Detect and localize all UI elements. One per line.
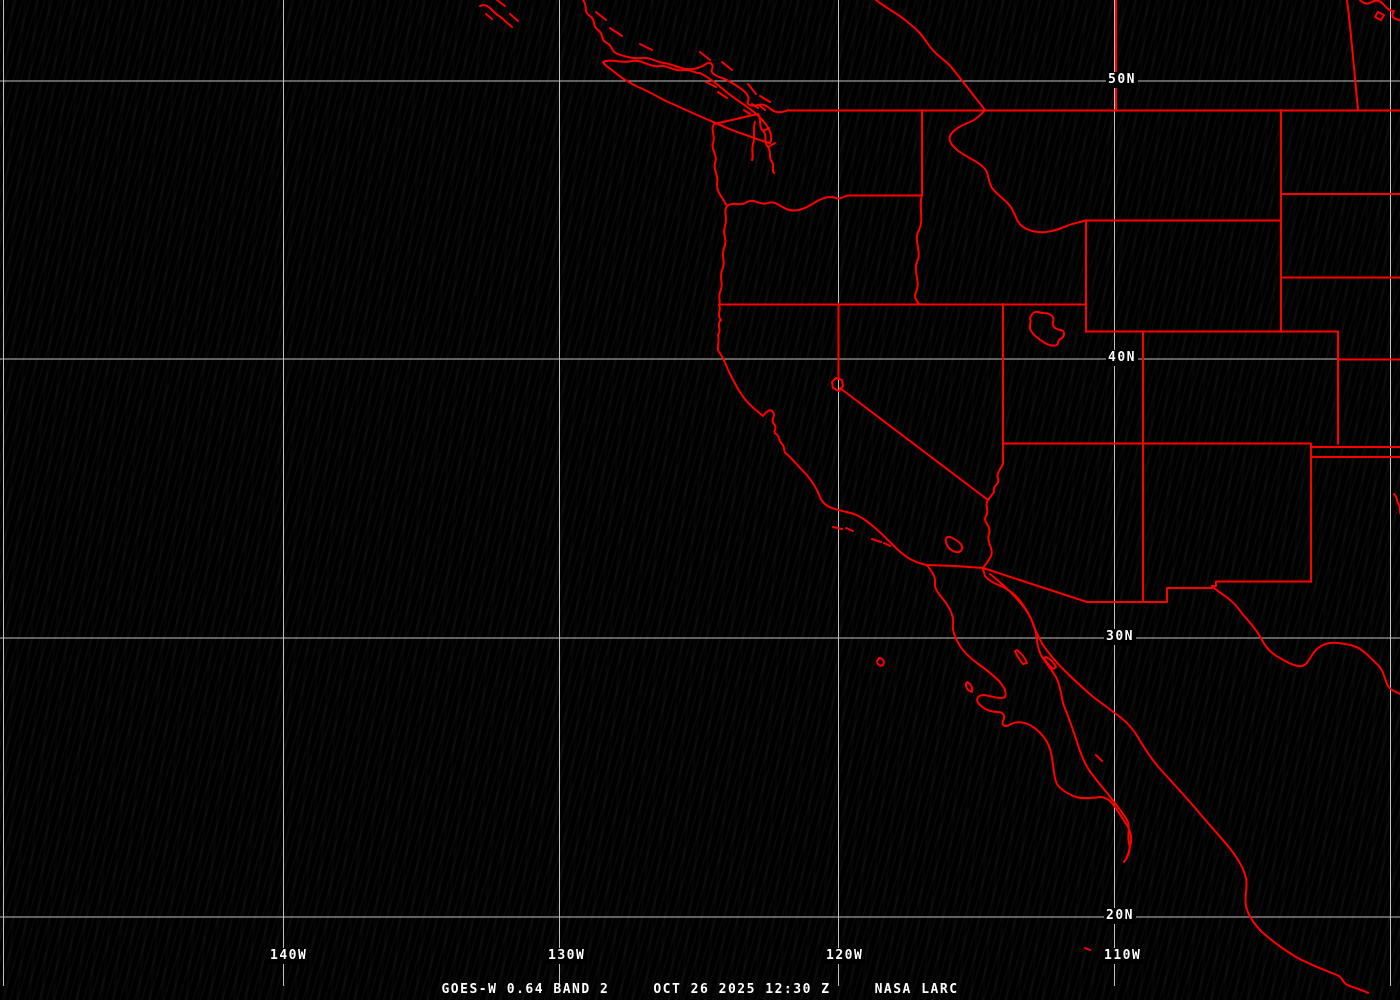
saskatchewan-manitoba-border <box>1346 0 1359 111</box>
lon-label-110w: 110W <box>1102 948 1144 964</box>
california-nevada-border <box>837 303 989 501</box>
pacific-coastline <box>711 113 1133 863</box>
nevada-arizona-border <box>987 443 1004 501</box>
map-overlay <box>479 0 1400 994</box>
isla-tiburon <box>1014 649 1028 665</box>
newmexico-texas-border <box>1211 580 1312 587</box>
isla-angel-de-la-guarda <box>1043 656 1057 670</box>
wyoming-west-south-borders <box>1085 219 1282 333</box>
lat-label-30n: 30N <box>1104 629 1136 645</box>
rio-grande <box>1211 585 1400 695</box>
lon-label-120w: 120W <box>824 948 866 964</box>
lon-label-130w: 130W <box>546 948 588 964</box>
bc-alberta-border <box>875 0 986 111</box>
mexico-mainland-coastline <box>989 573 1369 994</box>
bc-fjords-and-islands <box>595 11 771 103</box>
wa-or-border <box>726 194 923 212</box>
lon-label-140w: 140W <box>268 948 310 964</box>
idaho-west-border <box>914 109 923 305</box>
colorado-river-border <box>982 499 993 569</box>
us-mexico-border <box>926 564 1213 603</box>
isla-cedros <box>964 681 974 693</box>
great-salt-lake <box>1028 310 1065 347</box>
lake-tahoe <box>831 377 844 392</box>
channel-islands <box>832 526 891 547</box>
gulf-islands <box>1084 754 1103 951</box>
lat-label-40n: 40N <box>1106 350 1138 366</box>
bc-mainland-coastline <box>582 0 789 114</box>
oklahoma-texas-100w-border <box>1393 493 1400 516</box>
puget-sound-shoreline <box>743 103 776 174</box>
salton-sea <box>944 535 964 554</box>
canada-lake-shoreline-2 <box>1374 11 1385 21</box>
caption-product: GOES-W 0.64 BAND 2 <box>441 982 610 997</box>
idaho-montana-border <box>948 109 1087 234</box>
caption-credit: NASA LARC <box>874 982 959 997</box>
isla-guadalupe <box>876 657 885 667</box>
vancouver-island-coastline <box>602 59 773 144</box>
vancouver-island-nw-tip <box>479 0 519 28</box>
canada-lake-shoreline <box>1359 0 1400 22</box>
lat-label-50n: 50N <box>1106 72 1138 88</box>
caption-timestamp: OCT 26 2025 12:30 Z <box>653 982 831 997</box>
37n-borders-and-texas-panhandle <box>1002 442 1400 583</box>
nebraska-colorado-kansas-borders <box>1280 330 1400 445</box>
lat-label-20n: 20N <box>1104 908 1136 924</box>
image-caption: GOES-W 0.64 BAND 2 OCT 26 2025 12:30 Z N… <box>0 982 1400 997</box>
